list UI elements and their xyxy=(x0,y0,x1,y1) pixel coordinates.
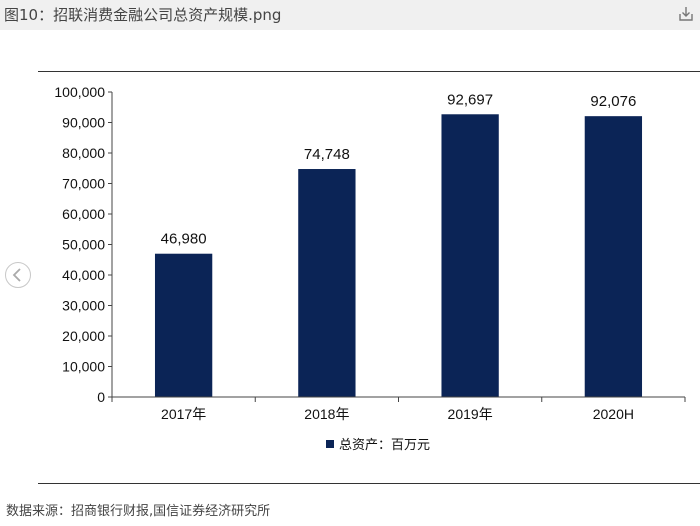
x-tick-label: 2017年 xyxy=(161,406,206,422)
bar xyxy=(298,169,356,397)
bar xyxy=(441,114,499,398)
legend-label: 总资产：百万元 xyxy=(339,437,430,452)
legend: 总资产：百万元 xyxy=(326,437,430,452)
bar-data-label: 92,697 xyxy=(447,91,493,108)
y-tick-label: 50,000 xyxy=(62,237,105,253)
top-divider xyxy=(38,71,700,72)
viewer-header: 图10：招联消费金融公司总资产规模.png xyxy=(0,0,700,30)
y-tick-label: 40,000 xyxy=(62,267,105,283)
download-icon[interactable] xyxy=(678,5,694,23)
y-tick-label: 90,000 xyxy=(62,115,105,131)
x-axis: 2017年 2018年 2019年 2020H xyxy=(111,396,686,422)
y-tick-label: 100,000 xyxy=(54,84,105,100)
bar xyxy=(584,116,643,397)
bar-data-label: 74,748 xyxy=(304,146,350,163)
x-tick-label: 2019年 xyxy=(448,406,493,422)
y-tick-label: 60,000 xyxy=(62,206,105,222)
x-tick-label: 2020H xyxy=(593,406,634,422)
x-tick-label: 2018年 xyxy=(304,406,349,422)
y-tick-label: 10,000 xyxy=(62,359,105,375)
bar xyxy=(154,253,213,397)
y-tick-label: 20,000 xyxy=(62,328,105,344)
image-title: 图10：招联消费金融公司总资产规模.png xyxy=(4,6,282,24)
legend-swatch xyxy=(326,440,334,448)
bar-data-label: 92,076 xyxy=(590,93,636,110)
bars: 46,980 74,748 92,697 92,076 xyxy=(154,91,643,398)
y-tick-label: 70,000 xyxy=(62,176,105,192)
y-axis: 0 10,000 20,000 30,000 40,000 50,000 60,000 70,… xyxy=(54,84,113,405)
bottom-divider xyxy=(38,483,700,484)
previous-image-button[interactable] xyxy=(5,262,31,288)
source-note: 数据来源：招商银行财报,国信证券经济研究所 xyxy=(6,504,271,519)
y-tick-label: 0 xyxy=(97,389,105,405)
y-tick-label: 80,000 xyxy=(62,145,105,161)
bar-data-label: 46,980 xyxy=(161,231,207,248)
y-tick-label: 30,000 xyxy=(62,298,105,314)
chevron-left-icon xyxy=(12,268,21,282)
